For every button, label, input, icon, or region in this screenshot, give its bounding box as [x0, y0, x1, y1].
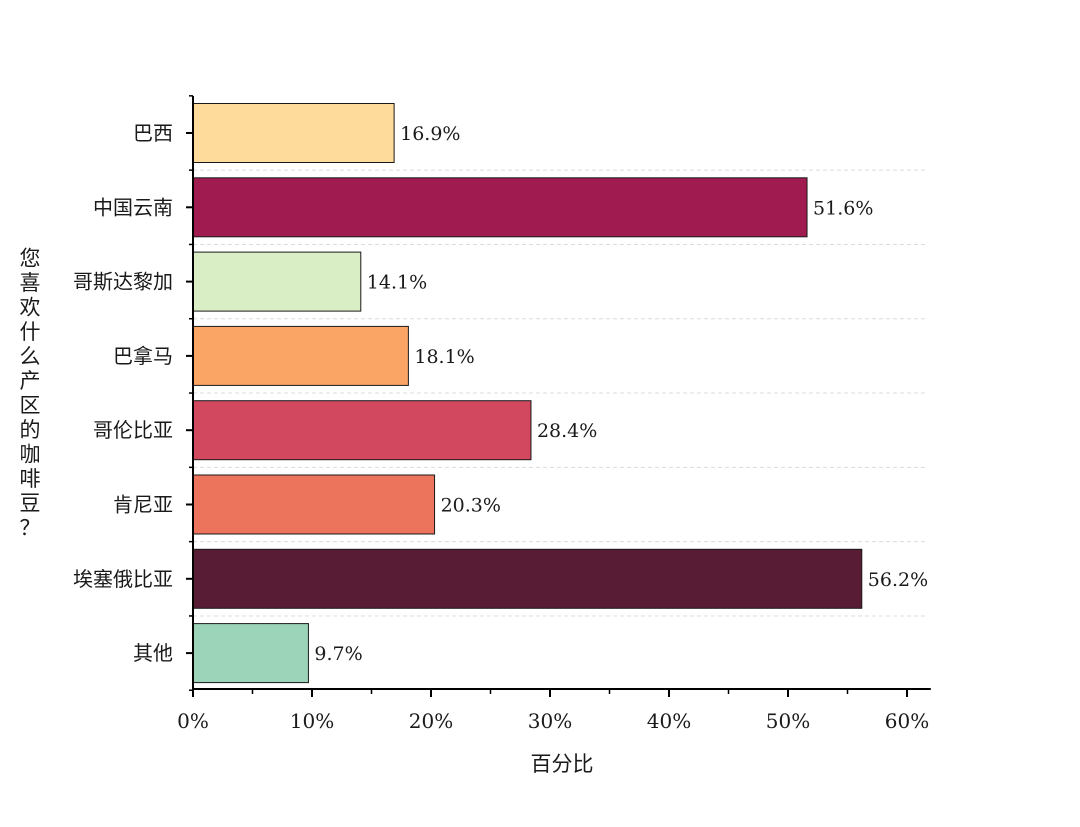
bar — [192, 251, 362, 312]
category-label: 中国云南 — [93, 195, 173, 219]
bar — [192, 103, 395, 163]
category-label: 巴拿马 — [113, 344, 173, 368]
data-label: 14.1% — [367, 272, 427, 294]
data-label: 9.7% — [314, 643, 362, 665]
category-label: 哥伦比亚 — [93, 418, 173, 442]
y-axis-title-char: 么 — [20, 344, 41, 368]
y-axis-title-char: 什 — [20, 320, 41, 344]
bar — [192, 548, 863, 609]
data-label: 51.6% — [813, 197, 873, 219]
x-tick-label: 10% — [290, 709, 334, 733]
category-label: 肯尼亚 — [113, 493, 173, 517]
x-tick-label: 0% — [177, 709, 209, 733]
bar — [192, 400, 532, 461]
bar — [192, 623, 309, 684]
x-tick-label: 60% — [885, 709, 929, 733]
data-label: 56.2% — [868, 569, 928, 591]
x-tick-label: 20% — [409, 709, 453, 733]
y-axis-title-char: 欢 — [20, 295, 41, 319]
x-tick-label: 50% — [766, 709, 810, 733]
data-label: 28.4% — [537, 420, 597, 442]
data-label: 20.3% — [441, 495, 501, 517]
y-axis-title-char: 啡 — [20, 467, 41, 491]
data-label: 16.9% — [400, 123, 460, 145]
axes: 0% 10% 20% 30% 40% 50% 60% — [177, 95, 931, 733]
bar — [192, 325, 409, 386]
y-axis-title-char: 咖 — [20, 442, 41, 466]
y-axis-title-char: ？ — [20, 516, 41, 540]
x-tick-label: 30% — [528, 709, 572, 733]
x-axis-title: 百分比 — [531, 752, 594, 776]
category-label: 其他 — [133, 641, 173, 665]
grid-lines — [193, 169, 928, 617]
category-label: 埃塞俄比亚 — [73, 567, 173, 591]
y-axis-title-char: 产 — [20, 369, 41, 393]
y-axis-title-char: 豆 — [20, 491, 41, 515]
bar — [192, 474, 436, 535]
y-axis-title-char: 您 — [20, 246, 41, 270]
y-axis-title-char: 区 — [20, 393, 41, 417]
y-axis-title-char: 喜 — [20, 271, 41, 295]
category-label: 哥斯达黎加 — [73, 270, 173, 294]
category-label: 巴西 — [133, 121, 173, 145]
data-label: 18.1% — [414, 346, 474, 368]
bar — [192, 177, 808, 238]
y-axis-title-char: 的 — [20, 418, 41, 442]
x-tick-label: 40% — [647, 709, 691, 733]
bars — [192, 103, 863, 684]
data-labels: 16.9% 51.6% 14.1% 18.1% 28.4% 20.3% 56.2% 9.7% — [314, 123, 928, 665]
